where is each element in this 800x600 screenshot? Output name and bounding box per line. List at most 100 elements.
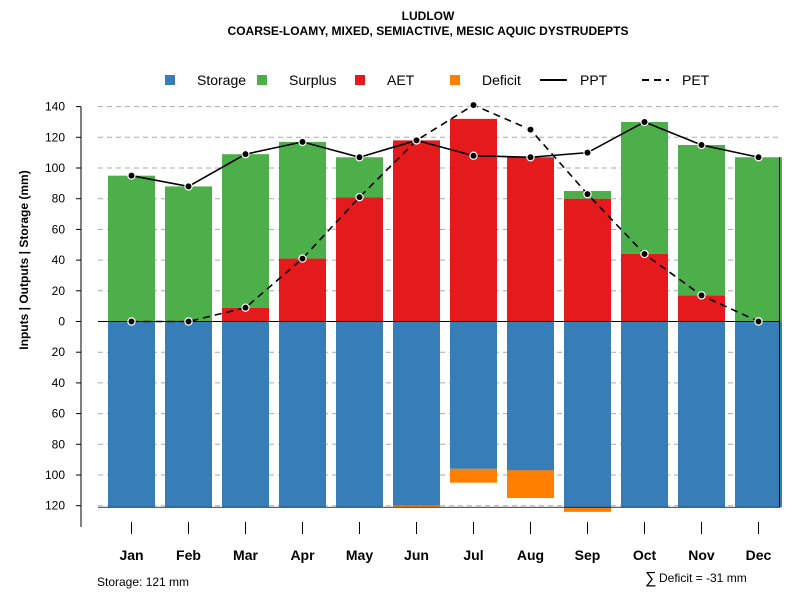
aet-bar-jun — [393, 140, 440, 322]
legend-item-aet: AET — [355, 72, 415, 88]
bars-layer — [98, 118, 782, 512]
deficit-bar-aug — [507, 470, 554, 499]
lines-layer — [127, 100, 763, 326]
aet-bar-sep — [564, 198, 611, 322]
deficit-note: Deficit = -31 mm — [659, 571, 747, 585]
chart-title: LUDLOW — [401, 9, 455, 23]
legend-swatch-surplus — [257, 75, 267, 85]
month-label-oct: Oct — [633, 547, 657, 563]
legend-swatch-deficit — [450, 75, 460, 85]
storage-bar-nov — [678, 321, 725, 508]
chart-subtitle: COARSE-LOAMY, MIXED, SEMIACTIVE, MESIC A… — [227, 24, 629, 38]
deficit-bar-jun — [393, 505, 440, 508]
month-label-jun: Jun — [404, 547, 429, 563]
legend-label-storage: Storage — [197, 72, 246, 88]
month-label-nov: Nov — [688, 547, 715, 563]
month-label-sep: Sep — [575, 547, 601, 563]
y-tick-label: 0 — [58, 315, 65, 329]
aet-bar-apr — [279, 258, 326, 322]
pet-point-aug — [526, 125, 535, 134]
surplus-bar-mar — [222, 154, 269, 308]
storage-bar-sep — [564, 321, 611, 508]
aet-bar-oct — [621, 253, 668, 322]
y-tick-label: 40 — [52, 253, 66, 267]
pet-point-nov — [697, 291, 706, 300]
aet-bar-mar — [222, 307, 269, 322]
storage-bar-jun — [393, 321, 440, 506]
pet-point-sep — [583, 189, 592, 199]
legend-label-pet: PET — [682, 72, 710, 88]
storage-note: Storage: 121 mm — [97, 575, 189, 589]
chart-legend: Storage Surplus AET Deficit PPT PET — [165, 72, 710, 88]
ppt-point-jan — [127, 171, 136, 180]
ppt-point-nov — [697, 140, 706, 150]
legend-label-deficit: Deficit — [482, 72, 521, 88]
storage-bar-feb — [165, 321, 212, 508]
pet-point-jan — [127, 317, 136, 326]
y-tick-label: 60 — [52, 407, 66, 421]
legend-item-surplus: Surplus — [257, 72, 336, 88]
month-label-may: May — [346, 547, 373, 563]
y-tick-label: 80 — [52, 192, 66, 206]
pet-point-jul — [469, 100, 478, 110]
aet-bar-may — [336, 197, 383, 322]
ppt-point-jul — [469, 151, 478, 160]
ppt-point-jun — [412, 136, 421, 145]
surplus-bar-apr — [279, 141, 326, 259]
pet-point-oct — [640, 249, 649, 259]
month-label-dec: Dec — [746, 547, 772, 563]
aet-bar-jul — [450, 118, 497, 322]
y-tick-label: 120 — [45, 130, 65, 144]
deficit-bar-sep — [564, 507, 611, 512]
y-tick-label: 100 — [45, 468, 65, 482]
storage-bar-mar — [222, 321, 269, 508]
surplus-bar-oct — [621, 121, 668, 254]
pet-point-dec — [754, 317, 763, 326]
chart-title-block: LUDLOW COARSE-LOAMY, MIXED, SEMIACTIVE, … — [0, 9, 800, 39]
legend-item-pet: PET — [642, 72, 710, 88]
legend-item-deficit: Deficit — [450, 72, 521, 88]
storage-bar-apr — [279, 321, 326, 508]
surplus-bar-jan — [108, 175, 155, 322]
y-tick-label: 20 — [52, 284, 66, 298]
y-tick-label: 80 — [52, 437, 66, 451]
pet-point-apr — [298, 254, 307, 263]
pet-point-may — [355, 192, 364, 202]
storage-bar-jul — [450, 321, 497, 469]
ppt-point-apr — [298, 137, 307, 147]
y-tick-label: 60 — [52, 222, 66, 236]
surplus-bar-dec — [735, 157, 782, 322]
storage-bar-oct — [621, 321, 668, 508]
surplus-bar-may — [336, 157, 383, 198]
sigma-symbol: ∑ — [645, 570, 656, 587]
legend-swatch-storage — [165, 75, 175, 85]
legend-item-ppt: PPT — [540, 72, 608, 88]
y-tick-label: 140 — [45, 100, 65, 114]
storage-bar-jan — [108, 321, 155, 508]
pet-point-feb — [184, 317, 193, 326]
ppt-point-may — [355, 153, 364, 162]
legend-swatch-aet — [355, 75, 365, 85]
aet-bar-aug — [507, 157, 554, 322]
ppt-point-dec — [754, 153, 763, 162]
surplus-bar-nov — [678, 144, 725, 296]
y-axis-label: Inputs | Outputs | Storage (mm) — [17, 170, 31, 349]
y-tick-label: 100 — [45, 161, 65, 175]
ppt-line — [131, 121, 759, 188]
storage-bar-may — [336, 321, 383, 508]
storage-bar-aug — [507, 321, 554, 471]
legend-label-ppt: PPT — [580, 72, 608, 88]
month-label-jan: Jan — [119, 547, 143, 563]
ppt-point-feb — [184, 182, 193, 191]
month-label-jul: Jul — [463, 547, 483, 563]
legend-item-storage: Storage — [165, 72, 246, 88]
ppt-point-sep — [583, 148, 592, 157]
ppt-point-oct — [640, 117, 649, 127]
aet-bar-nov — [678, 295, 725, 322]
surplus-bar-feb — [165, 186, 212, 322]
storage-bar-dec — [735, 321, 782, 508]
deficit-bar-jul — [450, 468, 497, 483]
y-tick-label: 40 — [52, 376, 66, 390]
pet-point-mar — [241, 303, 250, 312]
